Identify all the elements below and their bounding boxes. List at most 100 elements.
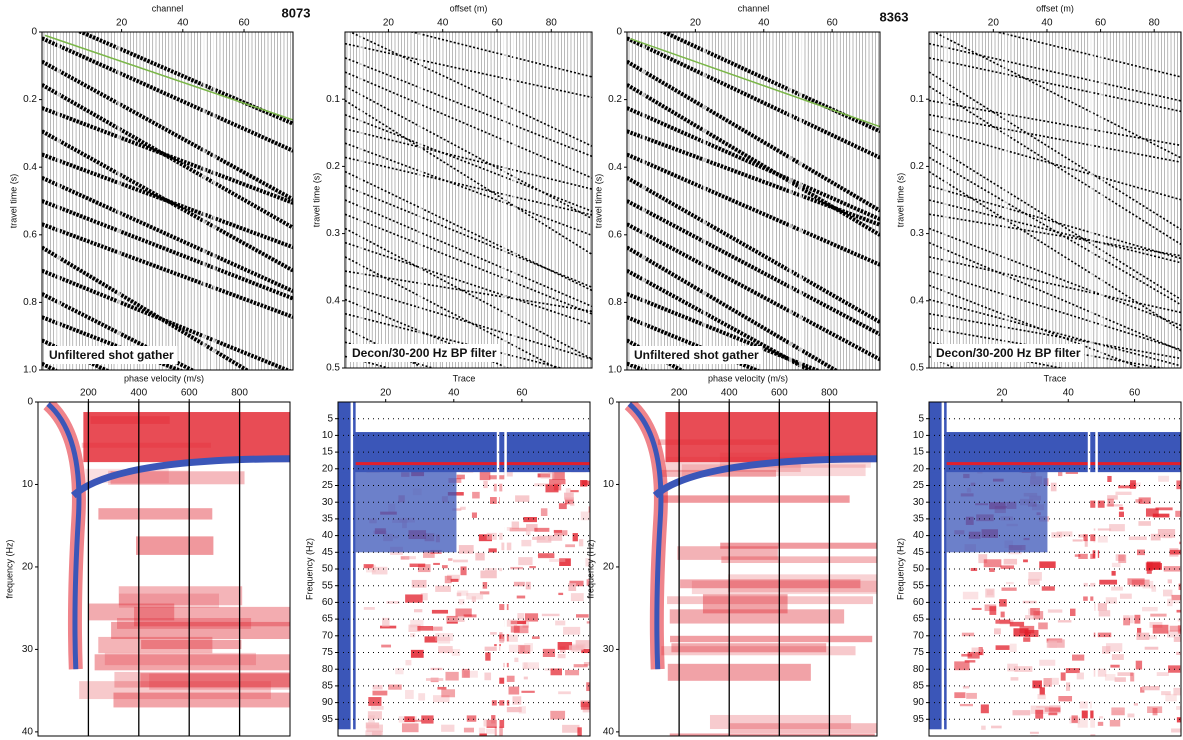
energy (1065, 682, 1071, 691)
y-tick-label: 10 (913, 430, 925, 441)
event (627, 176, 880, 324)
energy (545, 484, 559, 493)
energy (404, 556, 416, 560)
x-tick-label: 40 (177, 18, 189, 29)
energy (401, 723, 419, 733)
energy (532, 536, 546, 540)
x-tick-label: 40 (758, 18, 770, 29)
y-tick-label: 1.0 (23, 365, 37, 376)
energy (515, 495, 530, 502)
energy (967, 651, 980, 659)
plot-area (345, 32, 592, 368)
dead-trace (941, 402, 945, 736)
energy (1142, 606, 1158, 612)
energy (550, 710, 566, 720)
energy (370, 705, 384, 710)
energy (995, 619, 1011, 624)
overlay-line (44, 34, 293, 121)
energy (580, 700, 590, 708)
x-tick-label: 60 (238, 18, 250, 29)
dead-trace (1004, 32, 1008, 368)
energy (452, 508, 462, 511)
energy (557, 641, 573, 650)
energy (510, 620, 527, 625)
energy (136, 536, 214, 555)
y-tick-label: 50 (913, 564, 925, 575)
energy (518, 557, 533, 566)
energy (498, 632, 503, 639)
energy (552, 471, 565, 480)
energy (510, 566, 524, 570)
x-tick-label: 80 (546, 18, 558, 29)
energy (1107, 498, 1114, 507)
y-tick-label: 0.1 (910, 94, 924, 105)
energy (417, 625, 434, 631)
energy (544, 668, 555, 671)
event (929, 341, 1065, 368)
energy (504, 706, 522, 713)
energy (88, 603, 175, 621)
y-tick-label: 90 (913, 697, 925, 708)
x-tick-label: 400 (130, 388, 147, 399)
energy (721, 556, 877, 564)
dead-trace (202, 32, 206, 370)
energy (961, 653, 973, 657)
energy (1165, 693, 1177, 702)
energy (1094, 603, 1107, 611)
event (929, 170, 1181, 331)
energy (962, 591, 979, 600)
event (929, 327, 1167, 368)
energy (691, 580, 877, 595)
y-tick-label: 5 (918, 413, 924, 424)
energy (548, 535, 563, 541)
energy (435, 633, 454, 641)
energy (568, 583, 577, 592)
energy (681, 464, 866, 477)
energy (518, 706, 526, 714)
energy (365, 730, 382, 736)
energy (1119, 593, 1132, 599)
energy (1156, 672, 1169, 676)
energy (424, 636, 438, 643)
energy (1130, 672, 1135, 682)
energy (513, 625, 529, 634)
plot-frame (618, 401, 878, 737)
energy (441, 565, 448, 569)
y-tick-label: 70 (322, 630, 334, 641)
energy (1030, 705, 1049, 714)
energy (94, 654, 290, 671)
energy (1031, 734, 1038, 736)
energy (1171, 728, 1181, 733)
energy (1093, 535, 1108, 543)
y-tick-label: 80 (322, 664, 334, 675)
energy (441, 689, 456, 698)
y-tick-label: 40 (22, 727, 34, 738)
energy (1051, 532, 1062, 538)
energy (1127, 713, 1135, 718)
x-tick-label: 80 (1149, 18, 1161, 29)
energy (98, 636, 213, 654)
energy (483, 480, 488, 489)
x-tick-label: 60 (1095, 18, 1107, 29)
energy (134, 606, 290, 627)
y-tick-label: 25 (322, 480, 334, 491)
energy (985, 588, 995, 598)
x-tick-label: 600 (771, 388, 788, 399)
y-tick-label: 0 (608, 397, 614, 408)
event (929, 71, 1181, 231)
event (627, 152, 880, 267)
event (345, 227, 592, 360)
energy (1111, 707, 1124, 711)
energy (410, 649, 424, 658)
energy (959, 703, 973, 707)
event (627, 36, 880, 160)
y-tick-label: 10 (603, 479, 615, 490)
energy (570, 490, 579, 493)
energy (1138, 497, 1151, 504)
x-axis-label: Trace (1044, 373, 1067, 383)
energy (491, 700, 510, 706)
energy (438, 646, 453, 654)
energy (1142, 580, 1154, 589)
energy (1078, 534, 1086, 538)
energy (665, 412, 877, 463)
